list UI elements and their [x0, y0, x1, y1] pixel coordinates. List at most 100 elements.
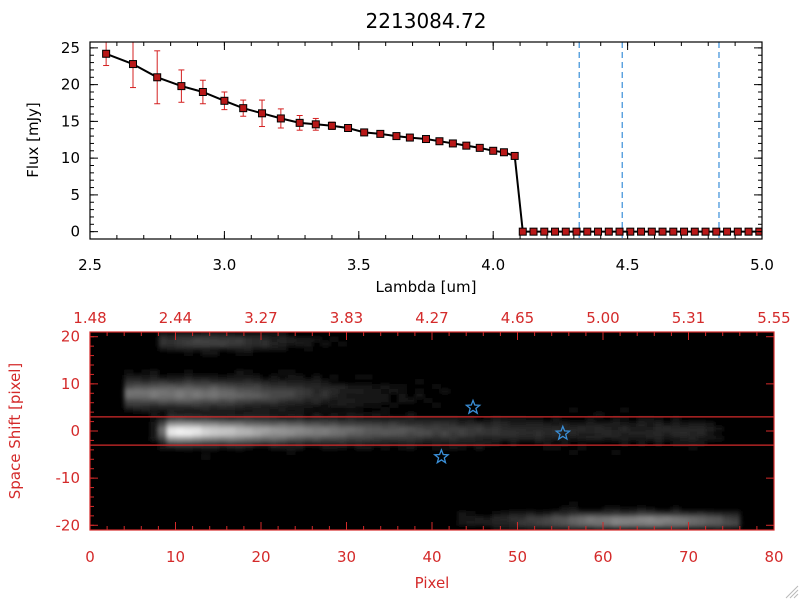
image-cell [175, 341, 185, 347]
image-cell [235, 407, 245, 413]
image-cell [466, 440, 476, 446]
image-cell [568, 525, 578, 530]
image-cell [372, 426, 382, 432]
image-cell [192, 398, 202, 404]
image-cell [560, 525, 570, 530]
image-cell [158, 336, 168, 342]
data-point [637, 227, 646, 236]
image-cell [184, 388, 194, 394]
image-cell [286, 449, 296, 456]
image-cell [184, 416, 194, 423]
image-cell [158, 421, 168, 427]
image-cell [432, 426, 442, 432]
image-cell [303, 416, 313, 423]
data-point [572, 227, 581, 236]
image-cell [372, 402, 382, 408]
image-cell [517, 511, 527, 517]
image-cell [261, 416, 271, 423]
image-cell [320, 435, 330, 441]
image-cell [209, 336, 219, 342]
image-cell [346, 398, 356, 404]
image-cell [380, 445, 390, 451]
image-cell [184, 346, 194, 352]
image-cell [645, 520, 655, 526]
image-cell [192, 336, 202, 342]
image-cell [543, 525, 553, 530]
y-tick-label: 5 [70, 186, 80, 204]
image-cell [568, 421, 578, 427]
image-cell [543, 520, 553, 526]
image-cell [209, 407, 219, 413]
image-cell [286, 374, 296, 380]
image-cell [645, 431, 655, 437]
image-cell [149, 369, 159, 375]
image-cell [184, 379, 194, 385]
pixel-tick-label: 70 [679, 548, 698, 566]
image-cell [414, 388, 424, 394]
image-cell [603, 435, 613, 441]
image-cell [483, 515, 493, 522]
image-cell [534, 440, 544, 446]
image-cell [295, 393, 305, 399]
image-cell [551, 511, 561, 517]
image-cell [603, 511, 613, 517]
image-cell [500, 431, 510, 437]
image-cell [474, 426, 484, 432]
image-cell [714, 426, 724, 432]
image-cell [543, 511, 553, 517]
image-cell [688, 431, 698, 437]
image-cell [218, 374, 228, 380]
data-point [102, 49, 111, 58]
image-cell [654, 515, 664, 522]
image-cell [389, 388, 399, 394]
image-cell [380, 416, 390, 423]
space-shift-tick-label: 20 [61, 328, 80, 346]
image-cell [235, 440, 245, 446]
image-cell [457, 426, 467, 432]
image-cell [243, 407, 253, 413]
image-cell [714, 515, 724, 522]
image-cell [406, 421, 416, 427]
image-cell [688, 525, 698, 530]
image-cell [457, 435, 467, 441]
image-cell [166, 332, 176, 338]
image-cell [474, 445, 484, 451]
data-point [529, 227, 538, 236]
image-cell [235, 445, 245, 451]
image-cell [269, 407, 279, 413]
image-cell [278, 346, 288, 352]
image-cell [261, 426, 271, 432]
data-point [220, 96, 229, 105]
image-cell [132, 398, 142, 404]
image-cell [278, 407, 288, 413]
image-cell [132, 383, 142, 390]
resize-grip-icon[interactable] [785, 585, 799, 599]
image-cell [269, 416, 279, 423]
image-cell [312, 412, 322, 418]
image-cell [252, 374, 262, 380]
image-cell [278, 336, 288, 342]
star-markers [432, 398, 572, 465]
image-cell [329, 336, 339, 342]
image-cell [192, 383, 202, 390]
image-cell [201, 402, 211, 408]
image-cell [201, 374, 211, 380]
image-cell [722, 525, 732, 530]
image-cell [295, 440, 305, 446]
image-cell [252, 388, 262, 394]
image-cell [209, 426, 219, 432]
image-cell [320, 431, 330, 437]
data-point [518, 227, 527, 236]
image-cell [261, 383, 271, 390]
image-cell [611, 520, 621, 526]
image-cell [337, 398, 347, 404]
image-cell [620, 431, 630, 437]
image-cell [278, 440, 288, 446]
pixel-tick-label: 60 [593, 548, 612, 566]
data-point [489, 146, 498, 155]
image-cell [534, 431, 544, 437]
image-cell [372, 393, 382, 399]
image-cell [226, 416, 236, 423]
image-cell [235, 393, 245, 399]
image-cell [235, 332, 245, 338]
